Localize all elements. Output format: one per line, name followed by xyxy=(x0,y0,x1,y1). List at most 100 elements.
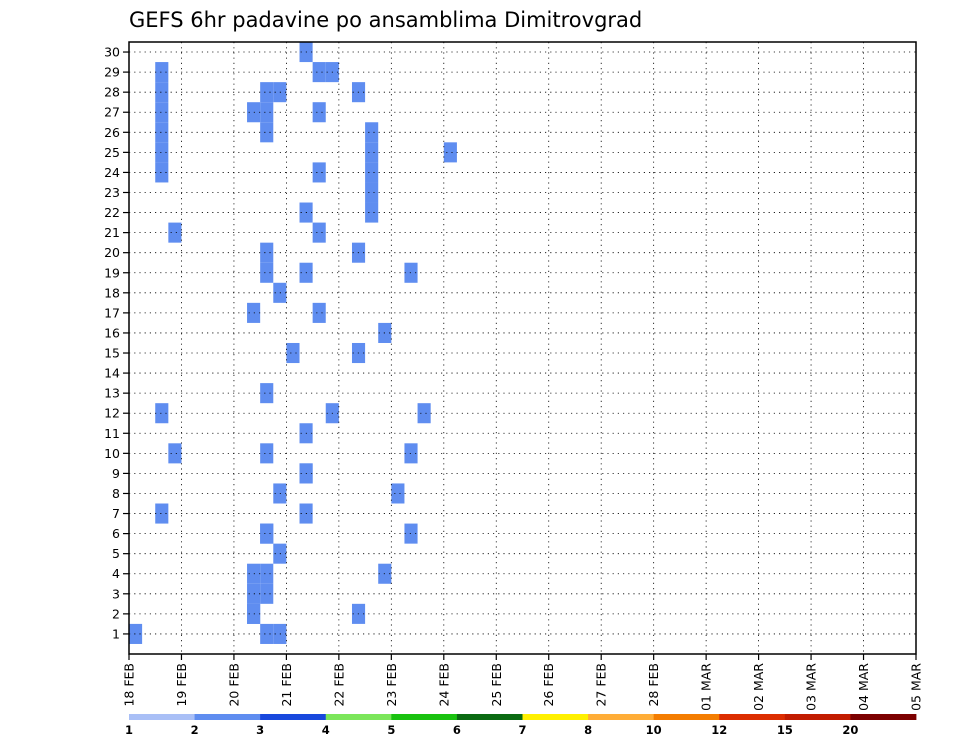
y-tick-label: 15 xyxy=(104,346,120,361)
x-tick-label: 03 MAR xyxy=(804,663,819,711)
precip-cell xyxy=(129,623,143,644)
precip-cell xyxy=(155,122,169,143)
y-axis: 1234567891011121314151617181920212223242… xyxy=(104,45,129,641)
y-tick-label: 19 xyxy=(104,265,120,280)
y-tick-label: 9 xyxy=(112,466,120,481)
legend-label: 20 xyxy=(842,723,858,737)
precip-cell xyxy=(155,162,169,183)
legend-label: 15 xyxy=(777,723,793,737)
precip-cell xyxy=(260,122,274,143)
precip-cell xyxy=(247,302,261,323)
legend-swatch xyxy=(260,714,327,720)
legend-label: 12 xyxy=(711,723,727,737)
precip-cell xyxy=(247,583,261,604)
y-tick-label: 20 xyxy=(104,245,120,260)
precip-cell xyxy=(155,142,169,163)
precip-cell xyxy=(365,202,379,223)
precip-cell xyxy=(260,82,274,103)
legend-swatch xyxy=(653,714,720,720)
y-tick-label: 26 xyxy=(104,125,120,140)
y-tick-label: 23 xyxy=(104,185,120,200)
precip-cells xyxy=(129,42,457,644)
legend-swatch xyxy=(325,714,392,720)
precip-cell xyxy=(168,222,182,243)
x-tick-label: 21 FEB xyxy=(279,663,294,707)
y-tick-label: 27 xyxy=(104,105,120,120)
precip-cell xyxy=(155,62,169,83)
y-tick-label: 29 xyxy=(104,65,120,80)
y-tick-label: 1 xyxy=(112,626,120,641)
precip-cell xyxy=(247,102,261,123)
legend-label: 6 xyxy=(453,723,461,737)
y-tick-label: 13 xyxy=(104,386,120,401)
precip-cell xyxy=(391,483,405,504)
legend-label: 10 xyxy=(646,723,662,737)
x-tick-label: 28 FEB xyxy=(646,663,661,707)
y-tick-label: 17 xyxy=(104,305,120,320)
precip-cell xyxy=(443,142,457,163)
legend-label: 1 xyxy=(125,723,133,737)
x-tick-label: 01 MAR xyxy=(699,663,714,711)
precip-cell xyxy=(365,122,379,143)
legend-label: 7 xyxy=(518,723,526,737)
x-tick-label: 23 FEB xyxy=(384,663,399,707)
precip-cell xyxy=(286,342,300,364)
precip-cell xyxy=(365,162,379,183)
y-tick-label: 16 xyxy=(104,325,120,340)
precip-cell xyxy=(312,222,326,243)
legend-label: 4 xyxy=(322,723,330,737)
precip-cell xyxy=(260,583,274,604)
y-tick-label: 2 xyxy=(112,606,120,621)
precip-cell xyxy=(417,403,431,424)
precip-cell xyxy=(260,443,274,464)
precip-cell xyxy=(312,302,326,323)
y-tick-label: 12 xyxy=(104,406,120,421)
precip-cell xyxy=(260,102,274,123)
legend-swatch xyxy=(850,714,917,720)
precip-cell xyxy=(155,403,169,424)
y-tick-label: 10 xyxy=(104,446,120,461)
precip-cell xyxy=(312,62,326,83)
x-tick-label: 20 FEB xyxy=(226,663,241,707)
y-tick-label: 25 xyxy=(104,145,120,160)
legend-swatch xyxy=(522,714,589,720)
x-tick-label: 02 MAR xyxy=(751,663,766,711)
precip-cell xyxy=(260,523,274,544)
precip-cell xyxy=(247,603,261,624)
precip-cell xyxy=(247,563,261,584)
precip-cell xyxy=(312,102,326,123)
x-tick-label: 04 MAR xyxy=(856,663,871,711)
precip-cell xyxy=(404,443,418,464)
legend-swatch xyxy=(194,714,261,720)
y-tick-label: 11 xyxy=(104,426,120,441)
legend-swatch xyxy=(784,714,851,720)
legend-label: 5 xyxy=(387,723,395,737)
y-tick-label: 24 xyxy=(104,165,120,180)
y-tick-label: 6 xyxy=(112,526,120,541)
precip-cell xyxy=(260,242,274,263)
legend-swatch xyxy=(129,714,195,720)
plot-frame xyxy=(128,41,917,655)
x-tick-label: 19 FEB xyxy=(174,663,189,707)
x-tick-label: 26 FEB xyxy=(541,663,556,707)
x-tick-label: 18 FEB xyxy=(122,663,137,707)
x-tick-label: 24 FEB xyxy=(436,663,451,707)
y-tick-label: 4 xyxy=(112,566,120,581)
precip-cell xyxy=(404,262,418,283)
y-tick-label: 28 xyxy=(104,85,120,100)
y-tick-label: 18 xyxy=(104,285,120,300)
y-tick-label: 8 xyxy=(112,486,120,501)
precip-cell xyxy=(155,102,169,123)
legend-swatch xyxy=(588,714,655,720)
precip-cell xyxy=(168,443,182,464)
y-tick-label: 3 xyxy=(112,586,120,601)
precip-cell xyxy=(260,262,274,283)
precip-cell xyxy=(260,623,274,644)
legend-swatch xyxy=(391,714,458,720)
y-tick-label: 7 xyxy=(112,506,120,521)
x-tick-label: 27 FEB xyxy=(594,663,609,707)
legend-swatch xyxy=(456,714,523,720)
precip-cell xyxy=(155,503,169,524)
x-tick-label: 05 MAR xyxy=(909,663,924,711)
